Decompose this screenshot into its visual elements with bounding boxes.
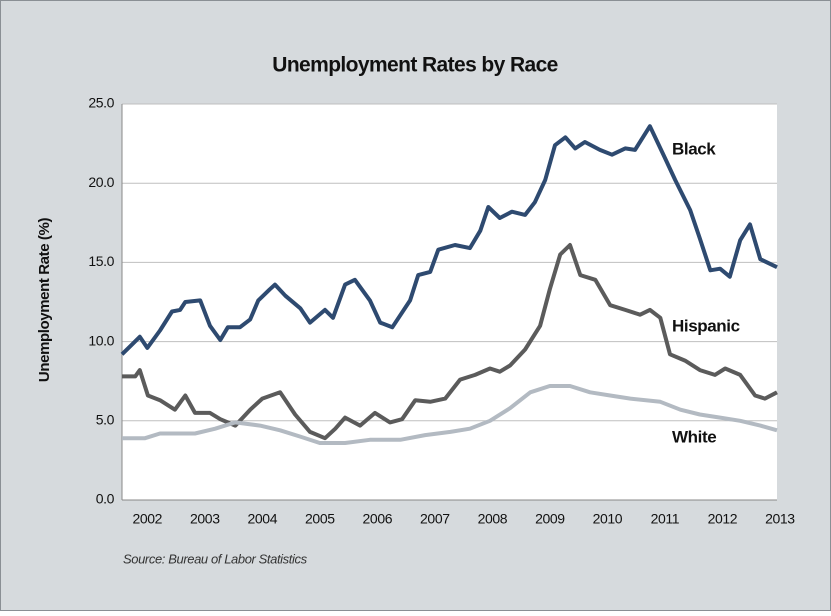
series-line xyxy=(122,384,778,445)
x-tick-label: 2007 xyxy=(420,511,450,527)
series-line xyxy=(120,124,778,356)
x-tick-label: 2006 xyxy=(363,511,393,527)
chart-title: Unemployment Rates by Race xyxy=(272,54,558,77)
y-tick-label: 0.0 xyxy=(96,491,115,507)
x-tick-label: 2011 xyxy=(651,511,680,527)
x-tick-label: 2005 xyxy=(305,511,335,527)
y-tick-label: 10.0 xyxy=(88,332,114,348)
y-tick-label: 15.0 xyxy=(88,253,114,269)
source-note: Source: Bureau of Labor Statistics xyxy=(123,551,308,566)
series-label: Hispanic xyxy=(672,316,740,335)
y-tick-label: 20.0 xyxy=(88,174,114,190)
x-tick-label: 2003 xyxy=(190,511,220,527)
x-tick-label: 2010 xyxy=(593,511,623,527)
x-tick-label: 2002 xyxy=(133,511,163,527)
x-tick-label: 2012 xyxy=(708,511,738,527)
x-tick-label: 2008 xyxy=(478,511,508,527)
series-label: Black xyxy=(672,139,716,158)
series-line xyxy=(122,243,778,441)
y-tick-label: 5.0 xyxy=(96,412,115,428)
x-tick-label: 2013 xyxy=(765,511,795,527)
y-tick-label: 25.0 xyxy=(88,95,114,111)
x-tick-label: 2004 xyxy=(248,511,278,527)
series-label: White xyxy=(672,427,716,446)
y-axis-label: Unemployment Rate (%) xyxy=(36,218,53,383)
x-tick-label: 2009 xyxy=(535,511,565,527)
